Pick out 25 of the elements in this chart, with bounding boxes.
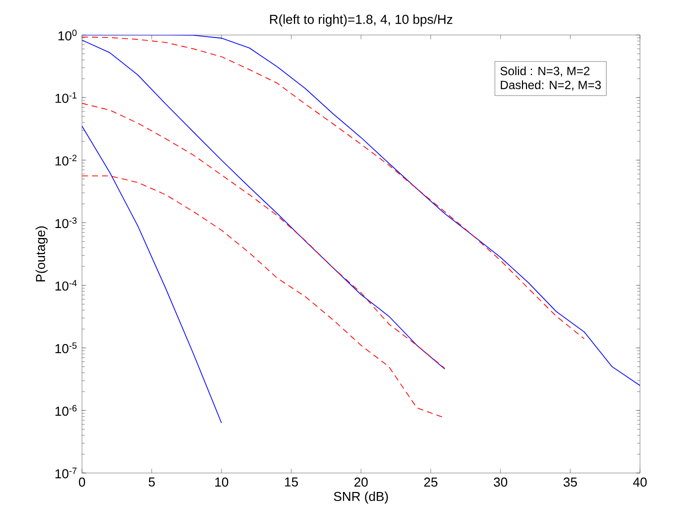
x-tick-label: 30 [494, 478, 508, 487]
y-axis-title: P(outage) [36, 226, 48, 282]
y-tick-label: 10$^{-4}$ [56, 280, 77, 291]
x-tick-label: 5 [148, 478, 155, 487]
chart-title: R(left to right)=1.8, 4, 10 bps/Hz [270, 14, 452, 27]
line-series [82, 126, 222, 424]
y-tick-label: 10$^{0}$ [58, 30, 77, 40]
line-series [82, 102, 446, 369]
x-tick-label: 10 [215, 478, 228, 487]
y-tick-label: 10$^{-6}$ [56, 405, 77, 416]
y-tick-label: 10$^{-3}$ [56, 217, 77, 228]
x-axis-title: SNR (dB) [334, 492, 388, 504]
x-tick-label: 40 [633, 478, 647, 487]
y-tick-label: 10$^{-5}$ [56, 342, 77, 354]
x-tick-label: 0 [78, 478, 86, 487]
y-tick-label: 10$^{-2}$ [56, 154, 77, 166]
x-tick-label: 25 [424, 478, 438, 487]
y-tick-label: 10$^{-1}$ [56, 92, 77, 103]
y-tick-label: 10$^{-7}$ [56, 468, 77, 478]
annotation: Solid : N=3, M=2 [500, 66, 590, 77]
x-tick-label: 15 [285, 478, 298, 487]
x-tick-label: 35 [564, 478, 577, 487]
annotation: Dashed: N=2, M=3 [500, 80, 601, 91]
line-series [82, 40, 446, 370]
x-tick-label: 20 [354, 478, 368, 487]
